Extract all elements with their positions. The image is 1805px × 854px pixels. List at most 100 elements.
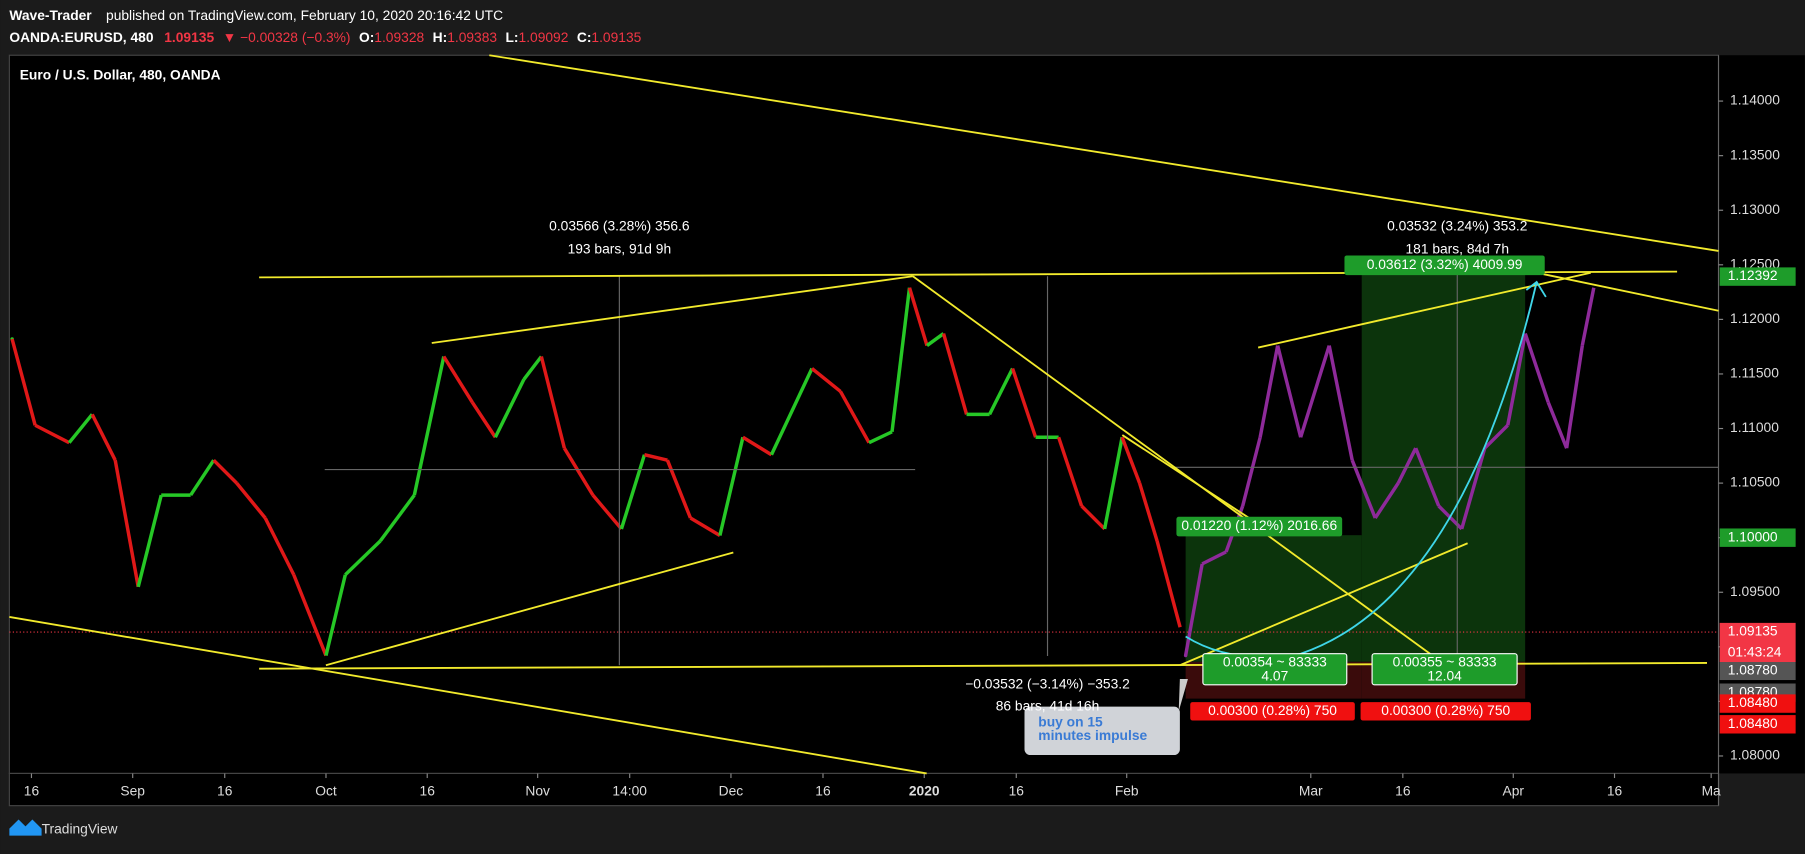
price-segment [890, 287, 912, 433]
price-segment [344, 539, 382, 577]
x-tick-label: 16 [1395, 782, 1411, 798]
price-segment [263, 517, 296, 576]
o: 1.09328 [374, 29, 424, 45]
price-segment [1414, 447, 1441, 507]
quote-line: OANDA:EURUSD, 480 1.09135 ▼ −0.00328 (−0… [9, 29, 641, 45]
x-tick-label: 16 [1607, 782, 1623, 798]
logo [9, 819, 42, 836]
callout-text: minutes impulse [1038, 727, 1147, 743]
series-layer: 1.080001.085001.090001.095001.100001.105… [9, 92, 1780, 798]
price-segment [1102, 436, 1124, 530]
x-tick-label: 16 [1009, 782, 1025, 798]
c-label: C: [577, 29, 592, 45]
h-label: H: [433, 29, 448, 45]
price-label: 1.08480 [1728, 694, 1778, 710]
price-segment [292, 574, 328, 657]
price-segment [1580, 287, 1596, 346]
y-tick-label: 1.11500 [1730, 365, 1779, 381]
measure-label: 0.03566 (3.28%) 356.6 [549, 217, 690, 233]
price-segment [1241, 436, 1262, 507]
price-segment [235, 482, 267, 520]
price-segment [1564, 345, 1585, 449]
price-segment [742, 435, 773, 457]
h: 1.09383 [447, 29, 497, 45]
y-tick-label: 1.12000 [1730, 310, 1780, 326]
price-segment [868, 430, 893, 445]
o-label: O: [359, 29, 374, 45]
symbol: OANDA:EURUSD, 480 [9, 29, 153, 45]
y-tick-label: 1.10500 [1730, 474, 1780, 490]
price-segment [412, 356, 446, 496]
profit-zone [1361, 273, 1526, 662]
x-tick-label: 14:00 [612, 782, 647, 798]
price-label-bg [1719, 661, 1796, 681]
x-tick-label: Feb [1115, 782, 1139, 798]
x-tick-label: 16 [217, 782, 233, 798]
price-label-bg [1719, 267, 1796, 286]
x-tick-label: Sep [120, 782, 145, 798]
trend-line [489, 54, 1719, 252]
measure-lines [324, 273, 1719, 666]
price-segment [1350, 459, 1377, 519]
publisher: Wave-Trader [9, 7, 92, 23]
price-segment [1120, 436, 1142, 484]
price-label: 1.10000 [1728, 528, 1778, 544]
x-tick-label: Nov [525, 782, 550, 798]
price-segment [838, 390, 871, 444]
price-segment [1201, 550, 1227, 566]
price-segment [941, 333, 969, 415]
y-tick-label: 1.11000 [1730, 419, 1779, 435]
price-segment [1137, 482, 1159, 542]
callout-text: buy on 15 [1038, 713, 1103, 729]
price-label: 1.12392 [1728, 267, 1778, 283]
price-segment [67, 413, 94, 444]
countdown: 01:43:24 [1728, 643, 1782, 659]
price-segment [1327, 345, 1354, 461]
current-price-bg [1719, 622, 1796, 663]
trend-line [912, 275, 1434, 657]
price-segment [1396, 447, 1418, 484]
price-segment [212, 458, 238, 485]
price-segment [1483, 424, 1509, 450]
trend-line [1542, 273, 1719, 312]
price-segment [1258, 345, 1280, 438]
trend-line [1121, 434, 1250, 519]
x-tick-label: 2020 [909, 782, 940, 798]
last: 1.09135 [164, 29, 214, 45]
price-segment [189, 459, 216, 497]
c: 1.09135 [591, 29, 641, 45]
price-segment [1080, 504, 1106, 531]
published: published on TradingView.com, February 1… [106, 7, 503, 23]
current-price-label: 1.09135 [1728, 623, 1778, 639]
brand: TradingView [42, 820, 118, 836]
price-segment [1546, 401, 1569, 449]
measure-label: 181 bars, 84d 7h [1405, 240, 1509, 256]
callout-pointer [1178, 679, 1188, 712]
price-segment [925, 332, 945, 347]
price-label-bg [1719, 715, 1796, 734]
l-label: L: [506, 29, 519, 45]
price-segment [562, 447, 595, 497]
measure-label: 0.03532 (3.24%) 353.2 [1387, 217, 1527, 233]
overlay-layer: 0.03566 (3.28%) 356.6 193 bars, 91d 9h 0.0… [549, 217, 1796, 734]
y-tick-label: 1.14000 [1730, 92, 1780, 108]
price-segment [1506, 333, 1527, 426]
l: 1.09092 [519, 29, 569, 45]
change: ▼ −0.00328 (−0.3%) [223, 29, 351, 45]
price-segment [907, 287, 929, 347]
position-box [1202, 653, 1348, 686]
position-box-text: 0.00354 ~ 83333 [1223, 654, 1327, 670]
x-tick-label: Mar [1299, 782, 1323, 798]
y-tick-label: 1.09500 [1730, 583, 1780, 599]
price-label: 1.08780 [1728, 661, 1778, 677]
price-segment [113, 459, 140, 588]
price-label: 1.08480 [1728, 715, 1778, 731]
position-box [1360, 702, 1531, 721]
price-segment [718, 436, 745, 536]
position-box [1371, 653, 1518, 686]
price-segment [1299, 345, 1331, 438]
x-tick-label: Dec [719, 782, 744, 798]
price-segment [34, 423, 70, 445]
position-box-sub: 12.04 [1427, 667, 1462, 683]
